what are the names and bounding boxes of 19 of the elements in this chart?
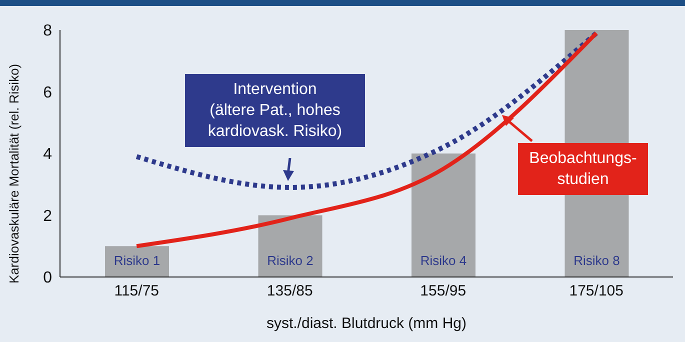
x-axis-title: syst./diast. Blutdruck (mm Hg) bbox=[266, 315, 467, 332]
y-tick-label: 6 bbox=[43, 84, 52, 102]
x-tick-label: 135/85 bbox=[266, 282, 313, 300]
y-axis-title: Kardiovaskuläre Mortalität (rel. Risiko) bbox=[6, 64, 22, 284]
data-label: Risiko 2 bbox=[267, 253, 314, 268]
text: Intervention (ältere Pat., hohes kardiovask. Risiko) bbox=[185, 74, 365, 147]
y-tick-label: 0 bbox=[43, 270, 52, 287]
y-tick-label: 8 bbox=[43, 22, 52, 40]
x-tick-label: 175/105 bbox=[569, 282, 624, 300]
x-tick-label: 155/95 bbox=[420, 282, 466, 300]
data-label: Risiko 4 bbox=[420, 253, 467, 268]
y-tick-label: 2 bbox=[43, 208, 52, 225]
x-tick-label: 115/75 bbox=[114, 282, 160, 300]
bar bbox=[258, 215, 322, 277]
data-label: Risiko 1 bbox=[114, 253, 160, 268]
bar bbox=[412, 154, 476, 277]
y-tick-label: 4 bbox=[43, 146, 52, 164]
legend-label: Beobachtungs- studien bbox=[518, 143, 648, 195]
data-label: Risiko 8 bbox=[574, 253, 620, 268]
